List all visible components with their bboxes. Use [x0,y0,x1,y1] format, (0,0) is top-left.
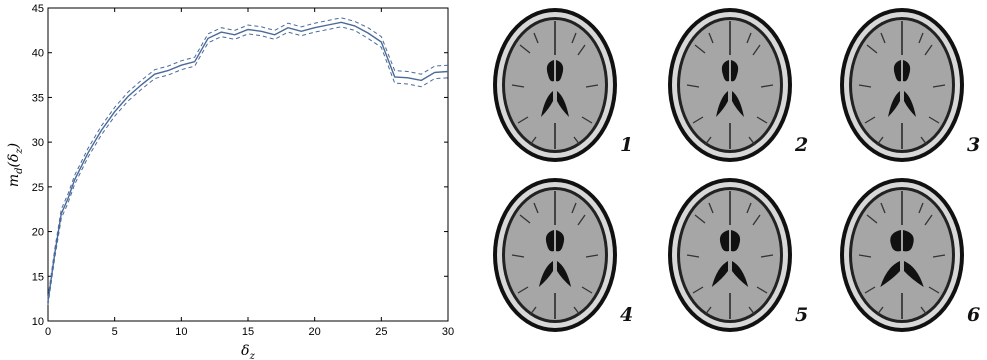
brain-mri-image [840,8,964,162]
y-axis-label: md(δz) [6,143,25,187]
panel-number-label: 4 [620,304,634,326]
x-tick-label: 20 [309,326,321,338]
x-tick-label: 10 [175,326,187,338]
brain-slices-grid: 1 2 3 4 5 6 [470,0,987,360]
x-tick-label: 0 [45,326,51,338]
panel-number-label: 1 [620,134,634,156]
x-tick-label: 25 [375,326,387,338]
y-tick-label: 40 [32,48,44,60]
brain-slice-panel: 3 [827,0,987,175]
brain-mri-image [493,8,617,162]
y-tick-label: 15 [32,271,44,283]
chart: 0 5 10 15 20 25 30 10 15 20 25 30 35 40 45 δz md(δz) [6,3,454,360]
panel-number-label: 5 [795,304,809,326]
panel-number-label: 2 [795,134,809,156]
y-tick-label: 20 [32,227,44,239]
x-axis-label: δz [241,343,255,360]
brain-slice-panel: 1 [480,0,640,175]
brain-slice-panel: 4 [480,170,640,345]
x-tick-label: 15 [242,326,254,338]
y-tick-label: 25 [32,182,44,194]
brain-mri-image [668,178,792,332]
panel-number-label: 3 [967,134,981,156]
y-tick-label: 35 [32,92,44,104]
y-tick-label: 10 [32,316,44,328]
panel-number-label: 6 [967,304,981,326]
series-line-mean [47,21,449,302]
x-axis-ticks: 0 5 10 15 20 25 30 [45,8,454,338]
series-line-bound-1 [47,17,449,298]
y-tick-label: 30 [32,137,44,149]
x-tick-label: 30 [442,326,454,338]
brain-slice-panel: 6 [827,170,987,345]
brain-mri-image [668,8,792,162]
y-axis-ticks: 10 15 20 25 30 35 40 45 [32,3,448,328]
brain-slice-panel: 2 [655,0,815,175]
x-tick-label: 5 [112,326,118,338]
brain-mri-image [493,178,617,332]
brain-slice-panel: 5 [655,170,815,345]
y-tick-label: 45 [32,3,44,15]
series-layer [47,17,449,305]
brain-mri-image [840,178,964,332]
series-line-bound-2 [47,26,449,305]
